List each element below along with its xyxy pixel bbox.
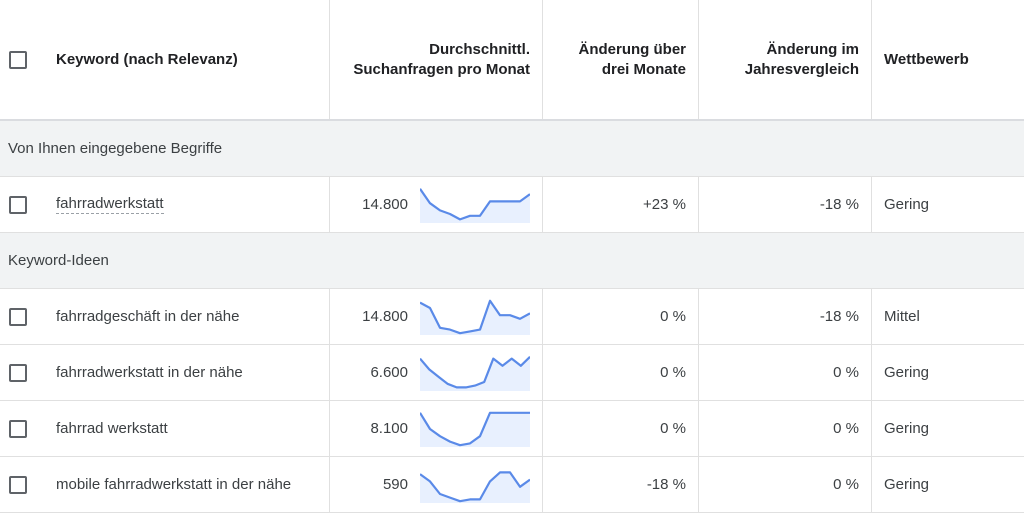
- trend-area: [420, 356, 530, 391]
- row-checkbox[interactable]: [9, 307, 27, 326]
- volume-cell: 8.100: [330, 401, 543, 456]
- trend-area: [420, 471, 530, 503]
- table-row[interactable]: fahrradwerkstatt in der nähe 6.600 0 % 0…: [0, 345, 1024, 401]
- table-row[interactable]: fahrradgeschäft in der nähe 14.800 0 % -…: [0, 289, 1024, 345]
- trend-line: [420, 355, 530, 389]
- competition-value: Mittel: [884, 308, 920, 325]
- trend-sparkline: [420, 355, 530, 391]
- trend-sparkline: [420, 187, 530, 223]
- volume-value: 14.800: [362, 196, 408, 213]
- row-checkbox[interactable]: [9, 363, 27, 382]
- section-entered-label: Von Ihnen eingegebene Begriffe: [8, 140, 223, 157]
- header-competition[interactable]: Wettbewerb: [872, 0, 1024, 119]
- competition-value: Gering: [884, 364, 930, 381]
- row-checkbox[interactable]: [9, 475, 27, 494]
- volume-cell: 14.800: [330, 177, 543, 232]
- row-checkbox[interactable]: [9, 419, 27, 438]
- volume-cell: 14.800: [330, 289, 543, 344]
- header-avg-searches-line2: Suchanfragen pro Monat: [353, 60, 530, 78]
- yoy-change-value: 0 %: [833, 420, 859, 437]
- keyword-cell: fahrradwerkstatt: [0, 177, 330, 232]
- three-month-change-cell: 0 %: [543, 345, 699, 400]
- table-row[interactable]: fahrrad werkstatt 8.100 0 % 0 % Gering: [0, 401, 1024, 457]
- volume-value: 8.100: [370, 420, 408, 437]
- section-keyword-ideas: Keyword-Ideen: [0, 233, 1024, 289]
- table-header: Keyword (nach Relevanz) Durchschnittl. S…: [0, 0, 1024, 121]
- header-three-month-change[interactable]: Änderung über drei Monate: [543, 0, 699, 119]
- trend-line: [420, 187, 530, 221]
- three-month-change-value: 0 %: [660, 420, 686, 437]
- competition-value: Gering: [884, 476, 930, 493]
- competition-cell: Mittel: [872, 289, 1024, 344]
- trend-area: [420, 412, 530, 447]
- header-yoy-line1: Änderung im: [766, 40, 860, 58]
- keyword-text[interactable]: mobile fahrradwerkstatt in der nähe: [56, 476, 292, 493]
- trend-line: [420, 299, 530, 334]
- keyword-cell: fahrrad werkstatt: [0, 401, 330, 456]
- row-checkbox[interactable]: [9, 195, 27, 214]
- keyword-text[interactable]: fahrrad werkstatt: [56, 420, 168, 437]
- yoy-change-cell: 0 %: [699, 401, 872, 456]
- competition-cell: Gering: [872, 457, 1024, 512]
- three-month-change-cell: -18 %: [543, 457, 699, 512]
- section-entered-terms: Von Ihnen eingegebene Begriffe: [0, 121, 1024, 177]
- yoy-change-value: -18 %: [819, 196, 859, 213]
- competition-cell: Gering: [872, 401, 1024, 456]
- trend-line: [420, 411, 530, 446]
- volume-value: 6.600: [370, 364, 408, 381]
- volume-value: 590: [382, 476, 408, 493]
- header-avg-searches-line1: Durchschnittl.: [429, 40, 530, 58]
- trend-sparkline: [420, 299, 530, 335]
- header-avg-searches[interactable]: Durchschnittl. Suchanfragen pro Monat: [330, 0, 543, 119]
- volume-cell: 6.600: [330, 345, 543, 400]
- competition-cell: Gering: [872, 345, 1024, 400]
- yoy-change-cell: 0 %: [699, 457, 872, 512]
- trend-area: [420, 188, 530, 223]
- yoy-change-value: 0 %: [833, 476, 859, 493]
- keyword-cell: fahrradgeschäft in der nähe: [0, 289, 330, 344]
- keyword-text[interactable]: fahrradwerkstatt in der nähe: [56, 364, 243, 381]
- trend-sparkline: [420, 470, 530, 503]
- three-month-change-value: 0 %: [660, 364, 686, 381]
- keyword-cell: fahrradwerkstatt in der nähe: [0, 345, 330, 400]
- keyword-text[interactable]: fahrradgeschäft in der nähe: [56, 308, 240, 325]
- three-month-change-cell: +23 %: [543, 177, 699, 232]
- volume-value: 14.800: [362, 308, 408, 325]
- header-three-month-line1: Änderung über: [578, 40, 687, 58]
- three-month-change-value: 0 %: [660, 308, 686, 325]
- three-month-change-cell: 0 %: [543, 401, 699, 456]
- yoy-change-cell: -18 %: [699, 177, 872, 232]
- competition-value: Gering: [884, 420, 930, 437]
- three-month-change-value: -18 %: [646, 476, 686, 493]
- trend-sparkline: [420, 411, 530, 447]
- yoy-change-cell: 0 %: [699, 345, 872, 400]
- trend-area: [420, 300, 530, 335]
- header-yoy-line2: Jahresvergleich: [744, 60, 859, 78]
- competition-value: Gering: [884, 196, 930, 213]
- trend-line: [420, 470, 530, 502]
- yoy-change-cell: -18 %: [699, 289, 872, 344]
- header-keyword-label: Keyword (nach Relevanz): [56, 50, 238, 68]
- yoy-change-value: -18 %: [819, 308, 859, 325]
- yoy-change-value: 0 %: [833, 364, 859, 381]
- volume-cell: 590: [330, 457, 543, 512]
- header-competition-label: Wettbewerb: [884, 50, 969, 68]
- three-month-change-cell: 0 %: [543, 289, 699, 344]
- keyword-cell: mobile fahrradwerkstatt in der nähe: [0, 457, 330, 512]
- three-month-change-value: +23 %: [643, 196, 686, 213]
- header-three-month-line2: drei Monate: [601, 60, 686, 78]
- competition-cell: Gering: [872, 177, 1024, 232]
- header-keyword[interactable]: Keyword (nach Relevanz): [0, 0, 330, 119]
- table-row[interactable]: fahrradwerkstatt 14.800 +23 % -18 % Geri…: [0, 177, 1024, 233]
- header-yoy-change[interactable]: Änderung im Jahresvergleich: [699, 0, 872, 119]
- select-all-checkbox[interactable]: [9, 50, 27, 69]
- table-row[interactable]: mobile fahrradwerkstatt in der nähe 590 …: [0, 457, 1024, 513]
- keyword-text[interactable]: fahrradwerkstatt: [56, 195, 164, 214]
- section-ideas-label: Keyword-Ideen: [8, 252, 109, 269]
